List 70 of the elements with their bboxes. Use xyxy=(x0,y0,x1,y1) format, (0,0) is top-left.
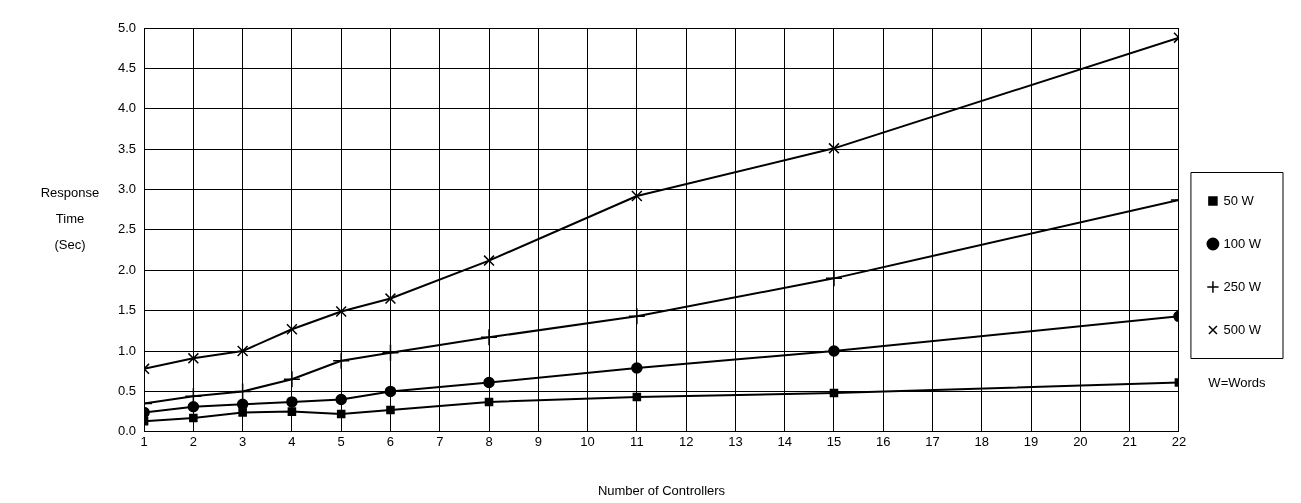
point xyxy=(384,292,397,305)
y-tick-label: 0.0 xyxy=(117,423,137,439)
x-tick-label: 4 xyxy=(288,434,296,450)
text: W=Words xyxy=(1208,374,1267,390)
legend-label: 250 W xyxy=(1223,278,1262,294)
point xyxy=(483,254,495,267)
point xyxy=(829,388,839,398)
y-tick-label: 0.5 xyxy=(117,383,137,398)
point xyxy=(286,396,298,408)
point xyxy=(381,343,400,362)
legend-label: 50 W xyxy=(1223,192,1255,208)
x-tick-label: 13 xyxy=(728,434,743,450)
point xyxy=(332,351,350,370)
y-tick-label: 2.0 xyxy=(117,261,137,277)
point xyxy=(287,407,297,416)
legend-label: 500 W xyxy=(1223,321,1262,337)
point xyxy=(384,385,397,398)
point xyxy=(631,362,643,374)
y-tick-label: 4.0 xyxy=(117,100,137,116)
point xyxy=(336,409,346,419)
point xyxy=(187,352,200,365)
point xyxy=(335,305,347,318)
point xyxy=(286,323,298,335)
legend-label: 100 W xyxy=(1223,235,1262,251)
point xyxy=(386,405,395,415)
point xyxy=(233,382,252,401)
x-tick-label: 6 xyxy=(386,434,395,450)
point xyxy=(480,328,498,347)
x-tick-label: 17 xyxy=(925,434,940,450)
x-tick-label: 3 xyxy=(239,434,247,450)
x-tick-label: 5 xyxy=(337,434,345,450)
x-tick-label: 22 xyxy=(1171,434,1187,450)
point xyxy=(631,190,643,202)
point xyxy=(828,345,840,357)
y-tick-label: 4.5 xyxy=(117,59,137,75)
y-tick-label: 3.0 xyxy=(117,181,137,197)
point xyxy=(236,345,249,357)
y-tick-label: 1.5 xyxy=(117,302,137,318)
y-tick-label: 1.0 xyxy=(117,342,137,358)
point xyxy=(187,401,200,413)
x-tick-label: 14 xyxy=(777,434,792,450)
y-tick-label: 2.5 xyxy=(117,221,137,237)
x-tick-label: 2 xyxy=(189,434,197,450)
point xyxy=(825,269,843,288)
x-tick-label: 15 xyxy=(826,434,842,450)
y-axis-title: Response Time (Sec) xyxy=(40,184,100,254)
x-tick-label: 11 xyxy=(630,434,644,450)
point xyxy=(189,413,198,423)
y-tick-label: 5.0 xyxy=(117,19,137,35)
x-tick-label: 16 xyxy=(876,434,891,450)
point xyxy=(335,393,347,406)
x-axis-title: Number of Controllers xyxy=(597,482,726,498)
x-tick-label: 9 xyxy=(534,434,542,450)
x-tick-label: 12 xyxy=(678,434,694,450)
point xyxy=(632,392,642,402)
x-tick-label: 18 xyxy=(974,434,990,450)
point xyxy=(283,370,301,389)
x-tick-label: 21 xyxy=(1122,434,1137,450)
x-tick-label: 1 xyxy=(140,434,148,450)
x-tick-label: 7 xyxy=(436,434,444,450)
x-tick-label: 20 xyxy=(1073,434,1088,450)
point xyxy=(628,307,646,326)
point xyxy=(484,397,494,407)
x-tick-label: 8 xyxy=(485,434,493,450)
y-tick-label: 3.5 xyxy=(117,140,137,156)
point xyxy=(238,408,247,417)
x-tick-label: 10 xyxy=(580,434,595,450)
x-tick-label: 19 xyxy=(1023,434,1039,450)
point xyxy=(828,142,840,155)
point xyxy=(483,376,495,389)
